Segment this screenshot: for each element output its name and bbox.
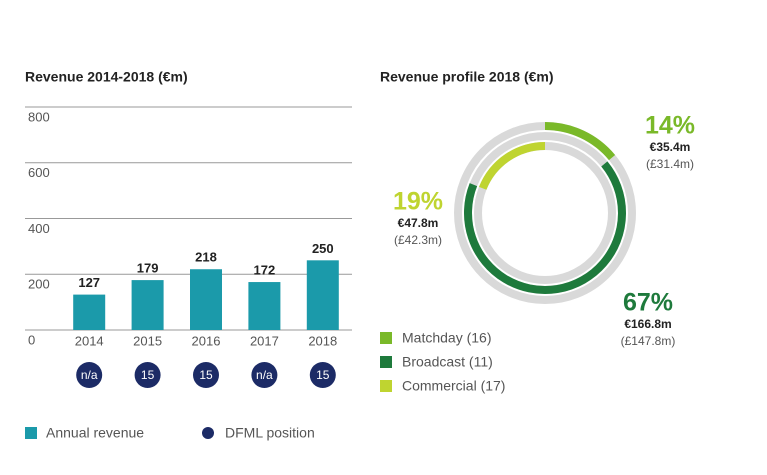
chart-title: Revenue 2014-2018 (€m) [25,69,188,85]
bar [131,280,164,330]
position-label: 15 [141,368,155,382]
position-label: 15 [316,368,330,382]
y-tick-label: 0 [28,332,35,347]
legend-label: Broadcast (11) [402,354,493,370]
bar [73,294,106,330]
legend-label: Annual revenue [46,425,144,441]
ring-arc [478,142,546,190]
chart-title: Revenue profile 2018 (€m) [380,69,554,85]
position-badge [251,362,278,388]
y-tick-label: 400 [28,221,50,236]
y-tick-label: 600 [28,165,50,180]
eur-label: €47.8m [398,216,439,230]
bar [306,260,339,330]
y-tick-label: 200 [28,277,50,292]
legend-swatch [380,380,392,392]
legend-swatch [380,332,392,344]
x-tick-label: 2018 [308,333,337,348]
position-badge [134,362,161,388]
legend-label: Commercial (17) [402,378,505,394]
position-label: n/a [81,368,98,382]
position-label: 15 [199,368,213,382]
bar [248,282,281,330]
x-tick-label: 2015 [133,333,162,348]
legend-dot [202,427,214,439]
legend-label: Matchday (16) [402,330,491,346]
x-tick-label: 2017 [250,333,279,348]
legend-swatch [380,356,392,368]
gbp-label: (£147.8m) [621,334,676,348]
position-badge [309,362,336,388]
legend-swatch [25,427,37,439]
bar-label: 218 [195,250,217,265]
bar-label: 179 [137,261,159,276]
eur-label: €35.4m [650,140,691,154]
gbp-label: (£42.3m) [394,233,442,247]
x-tick-label: 2016 [192,333,221,348]
eur-label: €166.8m [624,317,671,331]
ring-arc [544,122,616,161]
position-badge [193,362,219,388]
position-badge [76,362,103,388]
bar-label: 250 [312,241,334,256]
legend-label: DFML position [225,425,315,441]
percent-label: 67% [623,289,673,317]
percent-label: 14% [645,112,695,140]
position-label: n/a [256,368,273,382]
x-tick-label: 2014 [75,333,104,348]
bar-label: 127 [78,275,100,290]
ring-arc [464,161,626,294]
bar-label: 172 [254,262,276,277]
bar [190,269,222,330]
y-tick-label: 800 [28,109,50,124]
gbp-label: (£31.4m) [646,157,694,171]
percent-label: 19% [393,188,443,216]
